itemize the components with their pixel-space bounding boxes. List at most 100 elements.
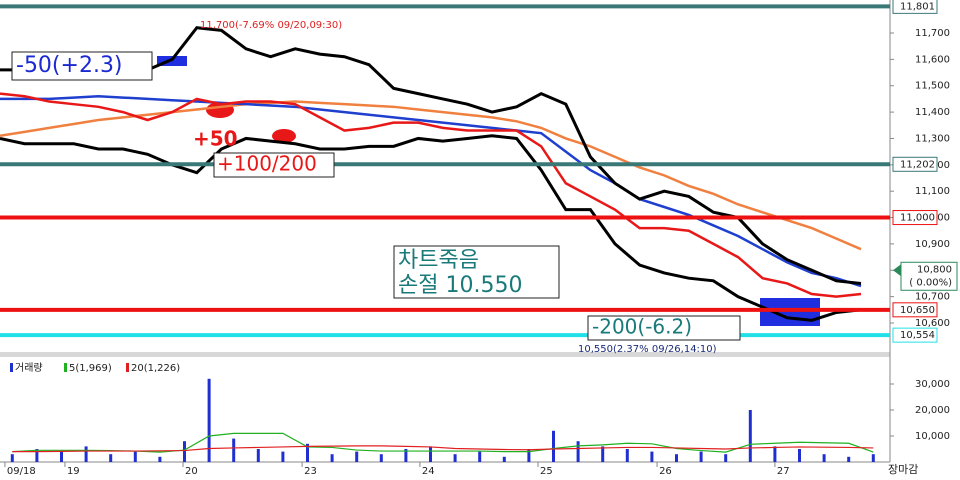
y-tick-label: 10,000	[915, 431, 950, 442]
y-tick-label: 20,000	[915, 405, 950, 416]
y-tick-label: 10,700	[915, 292, 950, 303]
level-label-box	[892, 156, 938, 172]
price-line	[0, 100, 862, 251]
y-tick-label: 30,000	[915, 379, 950, 390]
volume-ma-line	[12, 432, 874, 453]
volume-bar	[379, 454, 383, 462]
annotation-box	[213, 152, 335, 178]
volume-bar	[429, 446, 432, 462]
legend-swatch	[10, 363, 13, 372]
volume-bar	[724, 454, 728, 462]
volume-bar	[232, 438, 236, 462]
y-tick-label: 11,400	[915, 107, 950, 118]
x-tick-label: 25	[540, 466, 553, 477]
legend-entry: 5(1,969)	[69, 363, 112, 374]
volume-bar	[478, 451, 482, 462]
legend-entry: 거래량	[15, 362, 43, 374]
volume-bar	[84, 446, 88, 462]
volume-bar	[306, 443, 309, 462]
volume-bar	[133, 451, 137, 462]
volume-bar	[847, 456, 851, 462]
marker	[272, 129, 296, 143]
order-block	[760, 298, 820, 326]
annotation: 10,550(2.37% 09/26,14:10)	[578, 344, 717, 355]
volume-bar	[552, 430, 555, 462]
legend-swatch	[64, 363, 67, 372]
level-label: 10,554	[900, 330, 935, 341]
price-line	[0, 134, 862, 322]
volume-bar	[60, 451, 63, 462]
volume-bar	[281, 451, 285, 462]
level-label-box	[892, 0, 938, 14]
annotation-box	[11, 51, 153, 81]
last-price-arrow	[893, 264, 901, 277]
y-tick-label: 11,500	[915, 81, 950, 92]
panel-separator	[0, 352, 890, 357]
volume-bar	[207, 378, 211, 462]
volume-bar	[601, 446, 605, 462]
annotation-box	[587, 315, 741, 341]
x-tick-label: 09/18	[7, 466, 36, 477]
level-label: 11,801	[900, 1, 935, 12]
x-tick-label: 23	[304, 466, 317, 477]
volume-bar	[822, 454, 826, 462]
last-price-box	[900, 261, 958, 291]
x-tick-label: 19	[67, 466, 80, 477]
volume-bar	[699, 451, 703, 462]
last-price-change: ( 0.00%)	[909, 277, 952, 288]
y-tick-label: 10,900	[915, 239, 950, 250]
volume-bar	[453, 454, 457, 462]
level-label-box	[892, 210, 938, 226]
x-tick-label: 20	[185, 466, 198, 477]
price-line	[0, 95, 862, 288]
y-tick-label: 11,100	[915, 186, 950, 197]
volume-bar	[527, 449, 531, 462]
volume-bar	[773, 446, 777, 462]
volume-ma-line	[12, 445, 874, 453]
x-tick-label: 26	[659, 466, 672, 477]
volume-bar	[798, 449, 801, 462]
volume-bar	[109, 454, 113, 462]
x-tick-label: 27	[777, 466, 790, 477]
volume-bar	[158, 456, 162, 462]
level-label: 11,000	[900, 213, 935, 224]
annotation: +50	[193, 127, 238, 151]
level-label-box	[892, 327, 938, 343]
legend-entry: 20(1,226)	[131, 363, 180, 374]
volume-bar	[675, 454, 678, 462]
volume-bar	[183, 441, 186, 462]
annotation: 차트죽음	[398, 248, 479, 273]
level-label-box	[892, 302, 938, 318]
volume-bar	[502, 456, 506, 462]
y-tick-label: 11,300	[915, 133, 950, 144]
annotation: 11,700(-7.69% 09/20,09:30)	[200, 20, 342, 31]
annotation-box	[393, 245, 560, 299]
volume-bar	[10, 454, 14, 462]
legend-swatch	[126, 363, 129, 372]
y-tick-label: 10,600	[915, 318, 950, 329]
volume-bar	[625, 449, 629, 462]
volume-bar	[256, 449, 260, 462]
volume-bar	[871, 454, 875, 462]
annotation: +100/200	[217, 152, 317, 176]
close-label: 장마감	[888, 463, 918, 476]
annotation: -50(+2.3)	[16, 53, 123, 78]
annotation: 손절 10.550	[398, 273, 522, 298]
volume-bar	[650, 451, 654, 462]
volume-bar	[576, 441, 580, 462]
x-tick-label: 24	[422, 466, 435, 477]
y-tick-label: 11,700	[915, 28, 950, 39]
volume-bar	[355, 451, 359, 462]
last-price-label: 10,800	[917, 264, 952, 275]
volume-bar	[748, 410, 752, 462]
price-line	[0, 92, 862, 298]
annotation: -200(-6.2)	[592, 315, 692, 339]
y-tick-label: 11,600	[915, 54, 950, 65]
level-label: 10,650	[900, 305, 935, 316]
volume-bar	[404, 449, 408, 462]
volume-bar	[35, 449, 39, 462]
volume-bar	[330, 454, 334, 462]
level-label: 11,202	[900, 159, 935, 170]
